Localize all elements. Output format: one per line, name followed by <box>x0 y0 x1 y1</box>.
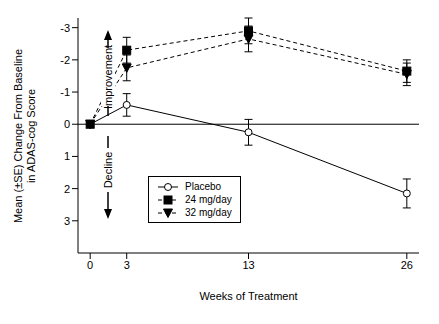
svg-text:3: 3 <box>124 259 130 271</box>
svg-text:Decline: Decline <box>102 152 114 189</box>
svg-text:-1: -1 <box>60 86 70 98</box>
svg-text:26: 26 <box>401 259 413 271</box>
html-text:24 mg/day: 24 mg/day <box>185 194 232 205</box>
svg-text:1: 1 <box>64 150 70 162</box>
svg-text:2: 2 <box>64 183 70 195</box>
svg-text:0: 0 <box>87 259 93 271</box>
svg-text:13: 13 <box>242 259 254 271</box>
html-text:Placebo: Placebo <box>185 181 222 192</box>
svg-text:Improvement: Improvement <box>102 45 114 109</box>
svg-text:-3: -3 <box>60 22 70 34</box>
svg-text:Mean (±SE) Change From Baselin: Mean (±SE) Change From Baselinein ADAS-c… <box>12 49 37 223</box>
html-text:32 mg/day: 32 mg/day <box>185 207 232 218</box>
svg-text:0: 0 <box>64 118 70 130</box>
svg-text:3: 3 <box>64 215 70 227</box>
svg-text:Weeks of Treatment: Weeks of Treatment <box>199 290 297 302</box>
svg-text:-2: -2 <box>60 54 70 66</box>
